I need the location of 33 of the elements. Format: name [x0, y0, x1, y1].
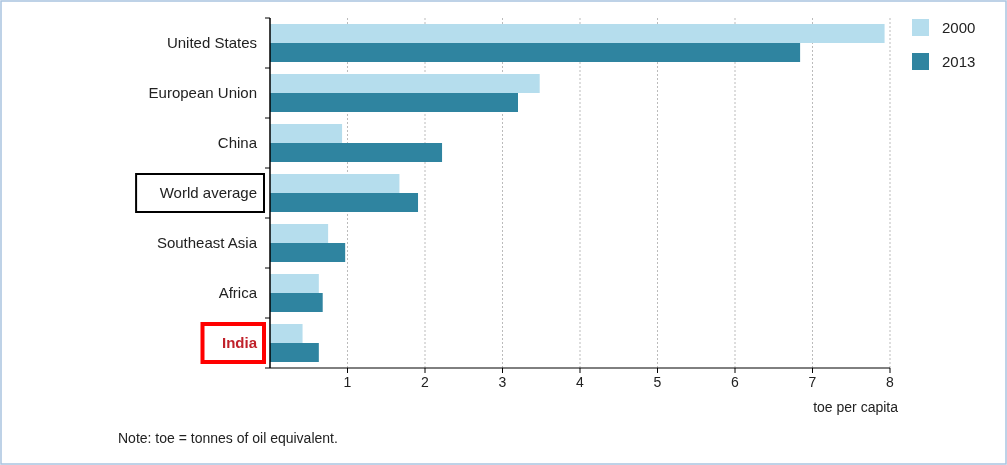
bar — [270, 93, 518, 112]
x-tick-label: 2 — [421, 374, 430, 390]
bar — [270, 174, 400, 193]
bar — [270, 193, 419, 212]
x-tick-label: 4 — [576, 374, 585, 390]
y-tick-label: India — [221, 334, 258, 351]
x-tick-label: 1 — [343, 374, 352, 390]
x-tick-label: 5 — [653, 374, 662, 390]
bar — [270, 43, 801, 62]
y-tick-label: Africa — [218, 284, 258, 301]
bar — [270, 224, 329, 243]
bar — [270, 74, 540, 93]
bar — [270, 24, 885, 43]
x-tick-label: 3 — [498, 374, 507, 390]
x-axis-title: toe per capita — [813, 399, 899, 415]
bar — [270, 343, 319, 362]
x-tick-label: 6 — [731, 374, 740, 390]
bar — [270, 274, 319, 293]
y-tick-label: European Union — [148, 84, 257, 101]
x-tick-label: 7 — [808, 374, 817, 390]
y-tick-label: World average — [159, 184, 257, 201]
x-tick-label: 8 — [886, 374, 895, 390]
y-tick-label: China — [217, 134, 258, 151]
bar — [270, 124, 343, 143]
bar — [270, 243, 346, 262]
bar — [270, 324, 303, 343]
bar — [270, 293, 323, 312]
legend-label: 2013 — [942, 53, 976, 70]
y-tick-label: Southeast Asia — [156, 234, 258, 251]
y-tick-label: United States — [166, 34, 257, 51]
legend-label: 2000 — [942, 19, 976, 36]
bar — [270, 143, 443, 162]
text: Note: toe = tonnes of oil equivalent. — [118, 430, 338, 446]
